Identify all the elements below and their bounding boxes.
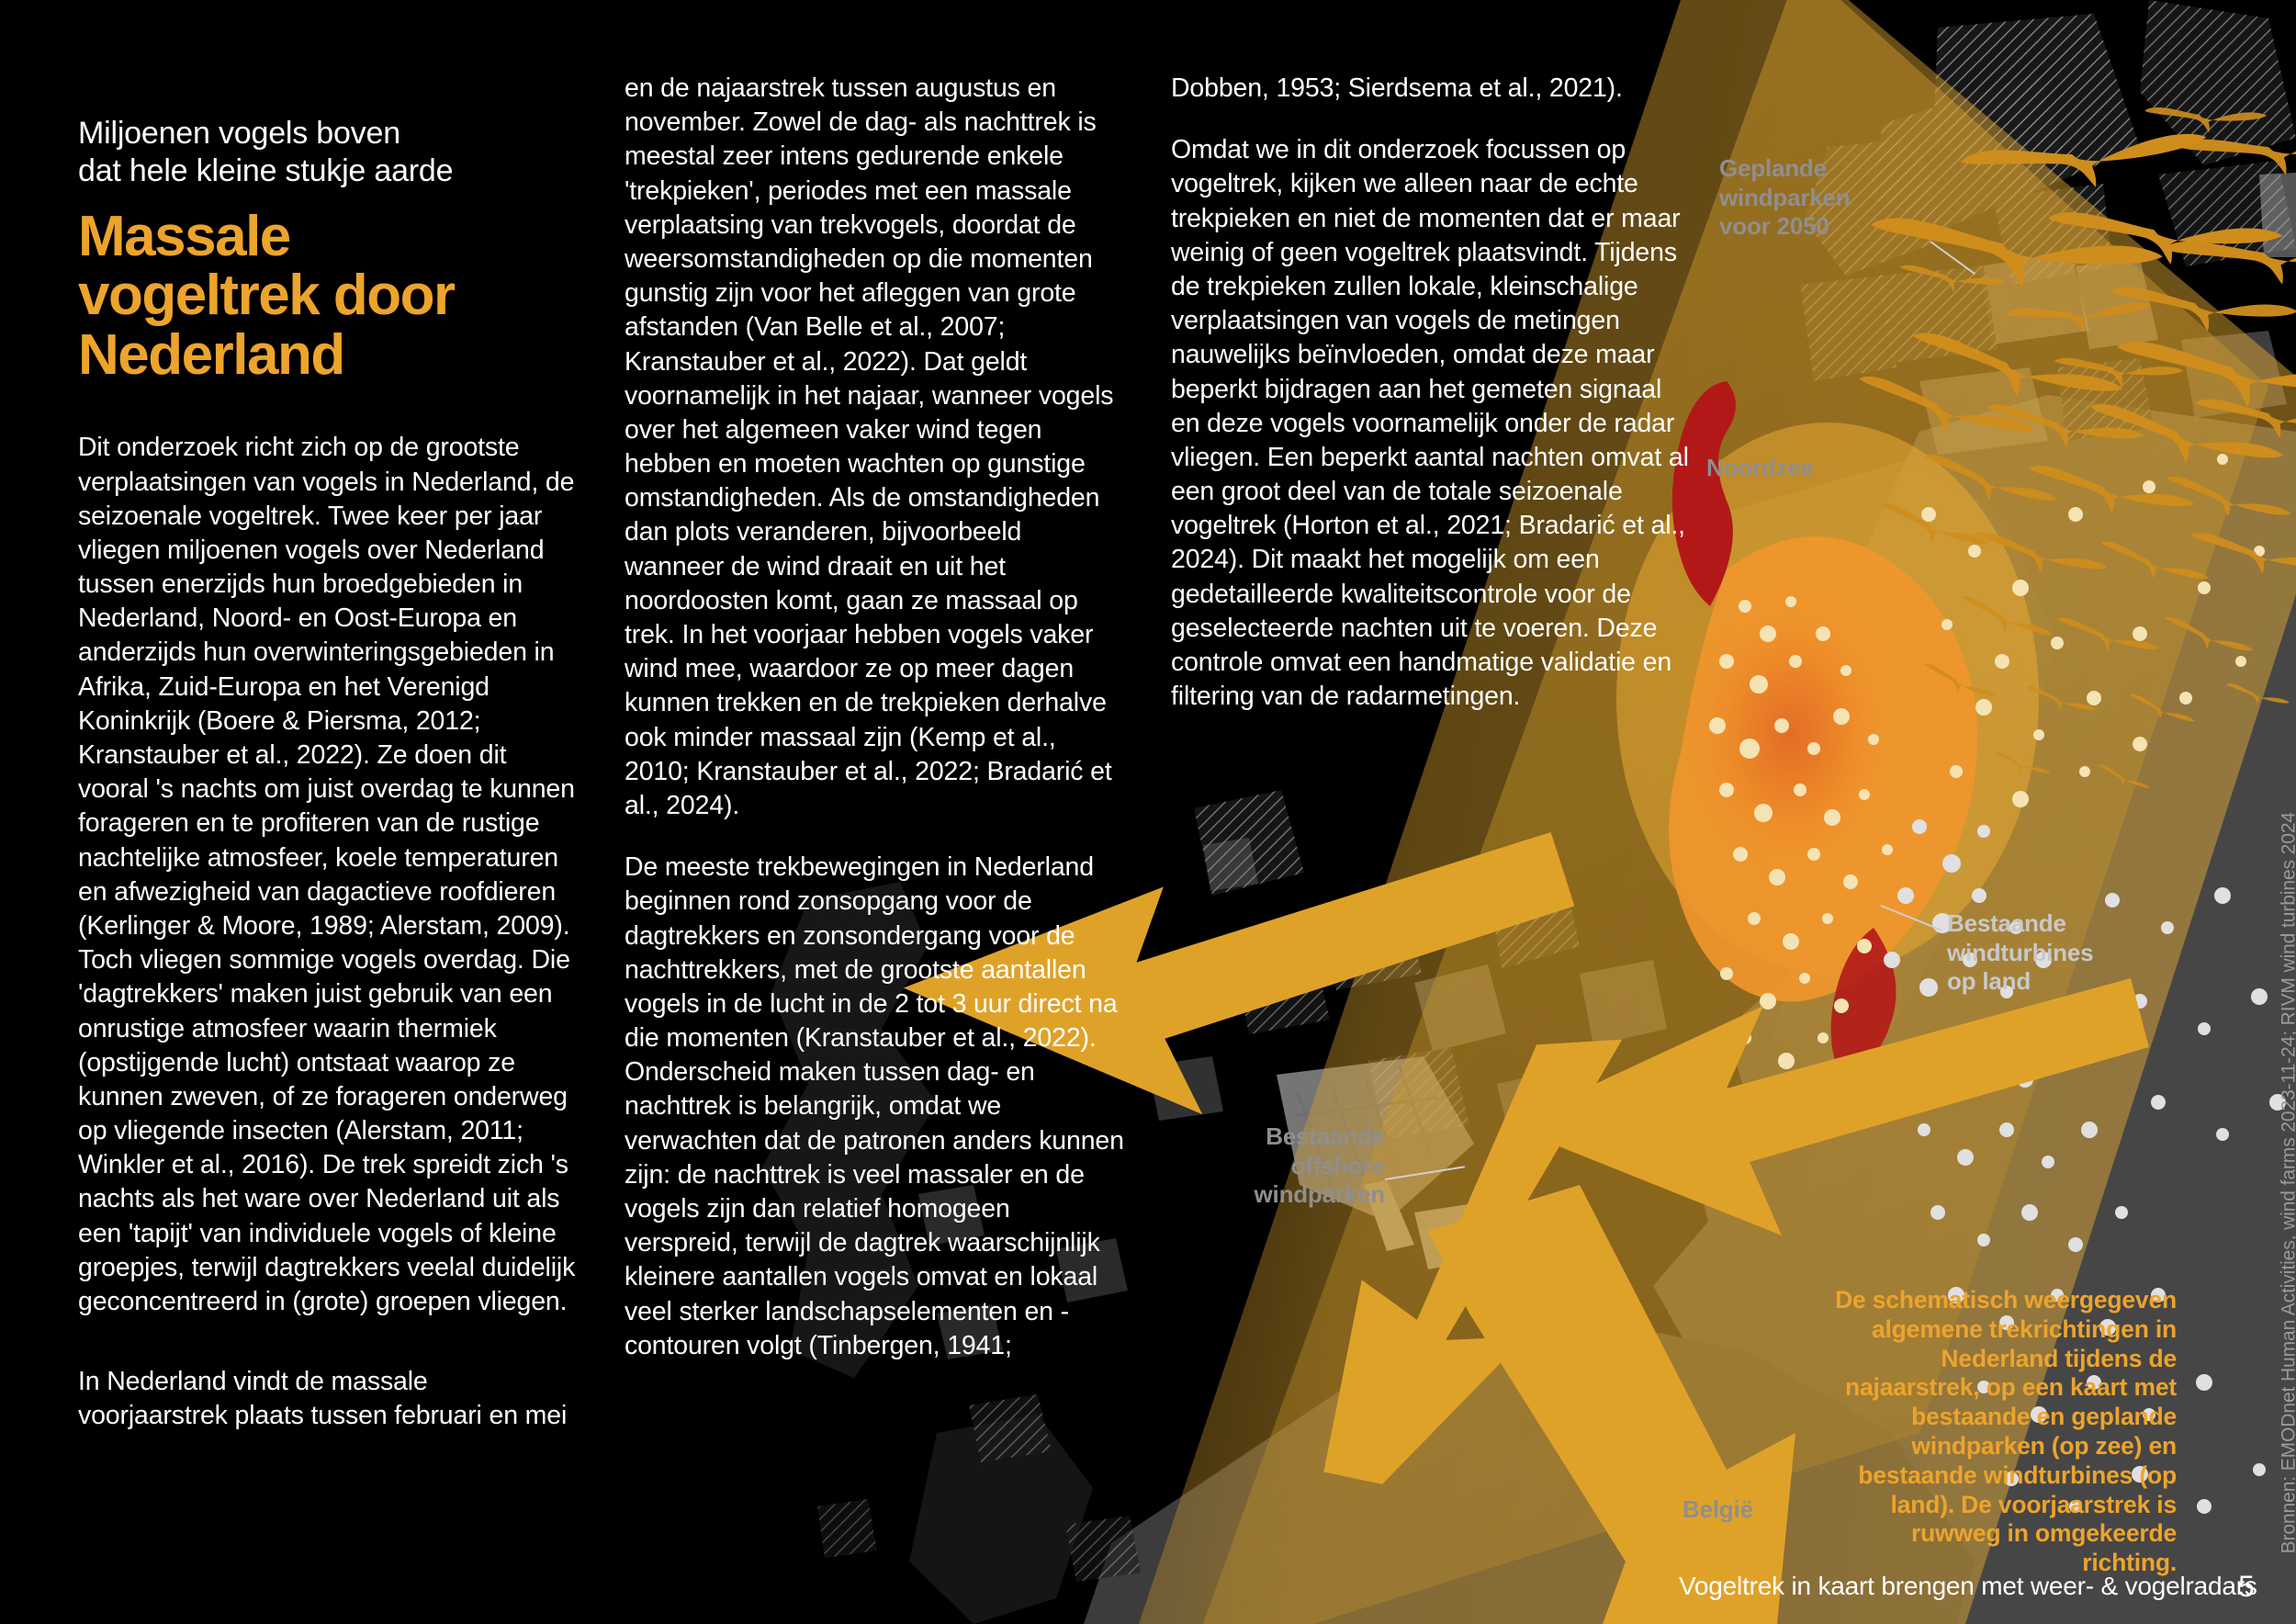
map-label-existing-onshore-turbines: Bestaande windturbines op land: [1947, 909, 2094, 996]
map-label-belgium: België: [1683, 1495, 1753, 1523]
article-kicker: Miljoenen vogels boven dat hele kleine st…: [78, 116, 454, 189]
bird-density-hotspot: [1616, 381, 2039, 1079]
bird-flock: [1859, 107, 2296, 789]
text-column-1: Miljoenen vogels boven dat hele kleine st…: [78, 115, 579, 1461]
paragraph: In Nederland vindt de massale voorjaarst…: [78, 1367, 568, 1431]
map-label-existing-offshore-farms: Bestaande offshore windparken: [1254, 1122, 1386, 1209]
paragraph: Dit onderzoek richt zich op de grootste …: [78, 433, 576, 1317]
paragraph: Dobben, 1953; Sierdsema et al., 2021).: [1171, 73, 1623, 103]
wind-turbine-dots-land: [1884, 819, 2286, 1514]
article-headline: Massale vogeltrek door Nederland: [78, 204, 456, 387]
page-number: 5: [2238, 1570, 2255, 1603]
paragraph: Omdat we in dit onderzoek focussen op vo…: [1171, 135, 1689, 712]
footer-title: Vogeltrek in kaart brengen met weer- & v…: [1679, 1572, 2257, 1600]
footer-bar: Vogeltrek in kaart brengen met weer- & v…: [0, 1543, 2296, 1624]
text-column-3: Dobben, 1953; Sierdsema et al., 2021). O…: [1171, 72, 1690, 741]
source-credit: Bronnen: EMODnet Human Activities, wind …: [2278, 812, 2296, 1554]
map-caption: De schematisch weergegeven algemene trek…: [1835, 1286, 2177, 1577]
text-column-2: en de najaarstrek tussen augustus en nov…: [625, 72, 1125, 1391]
paragraph: De meeste trekbewegingen in Nederland be…: [625, 852, 1124, 1360]
paragraph: en de najaarstrek tussen augustus en nov…: [625, 73, 1114, 820]
map-label-north-sea: Noordzee: [1706, 454, 1814, 481]
migration-arrow-down: [1428, 1185, 1795, 1624]
map-label-planned-wind-farms: Geplande windparken voor 2050: [1719, 154, 1851, 241]
